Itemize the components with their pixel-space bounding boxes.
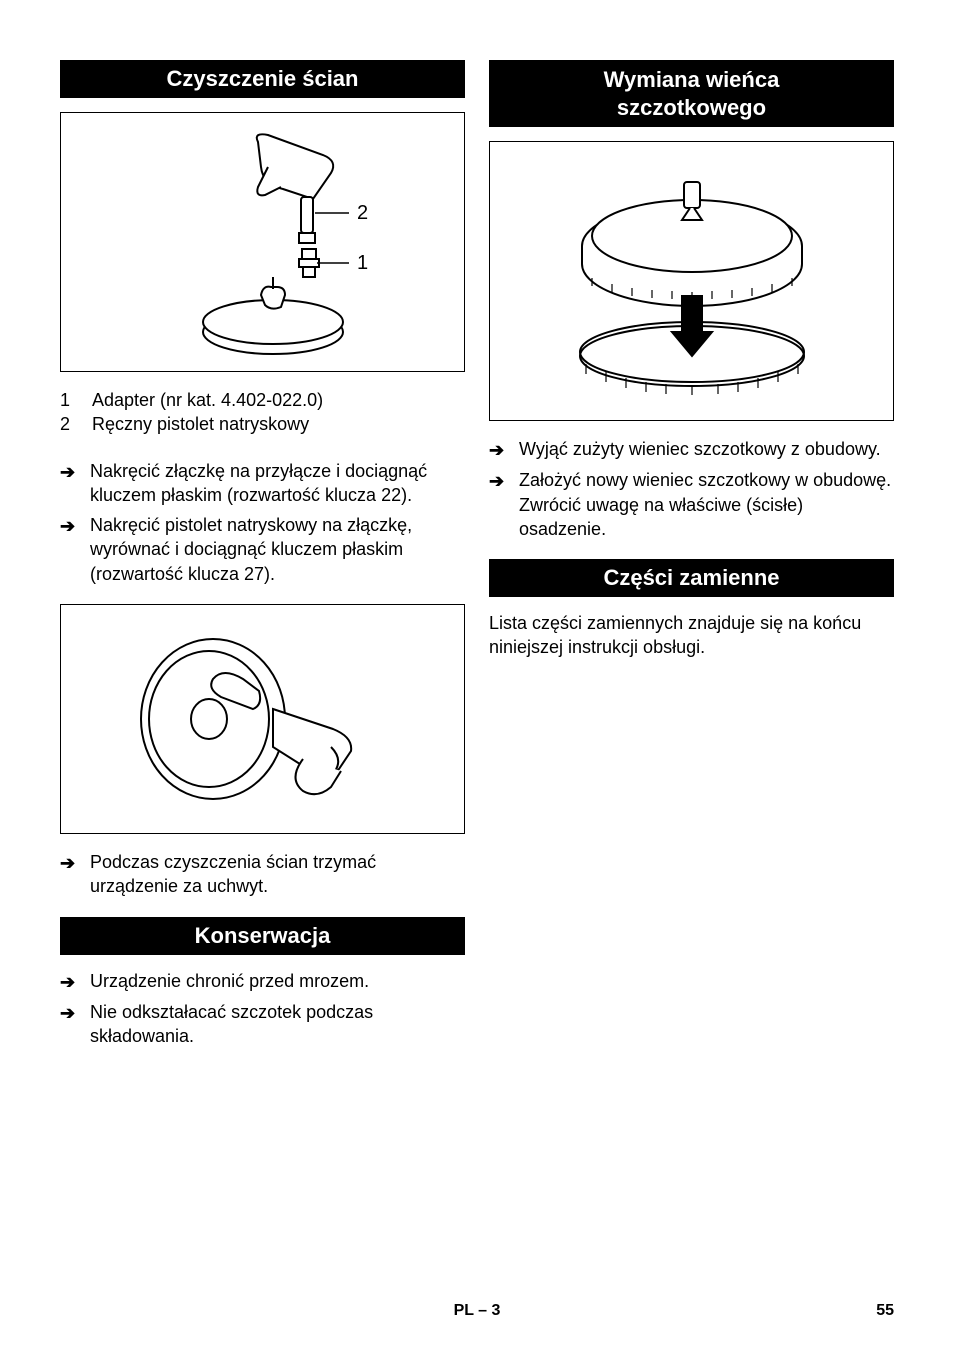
two-column-layout: Czyszczenie ścian 2 [60, 60, 894, 1067]
heading-spare-parts: Części zamienne [489, 559, 894, 597]
legend-text: Ręczny pistolet natryskowy [92, 412, 309, 436]
arrow-icon: ➔ [489, 468, 509, 541]
arrow-icon: ➔ [60, 1000, 80, 1049]
footer-lang-page: PL – 3 [454, 1302, 501, 1320]
callout-1: 1 [357, 252, 368, 274]
instruction-text: Nie odkształacać szczotek podczas składo… [90, 1000, 465, 1049]
legend-list: 1 Adapter (nr kat. 4.402-022.0) 2 Ręczny… [60, 388, 465, 437]
spare-parts-paragraph: Lista części zamiennych znajduje się na … [489, 611, 894, 660]
left-column: Czyszczenie ścian 2 [60, 60, 465, 1067]
instruction-item: ➔ Nie odkształacać szczotek podczas skła… [60, 1000, 465, 1049]
instruction-text: Urządzenie chronić przed mrozem. [90, 969, 369, 994]
figure-wall-cleaning [60, 604, 465, 834]
arrow-icon: ➔ [60, 459, 80, 508]
instruction-item: ➔ Wyjąć zużyty wieniec szczotkowy z obud… [489, 437, 894, 462]
diagram-brush-ring [532, 156, 852, 406]
instruction-text: Podczas czyszczenia ścian trzymać urządz… [90, 850, 465, 899]
legend-text: Adapter (nr kat. 4.402-022.0) [92, 388, 323, 412]
arrow-icon: ➔ [60, 850, 80, 899]
legend-item: 2 Ręczny pistolet natryskowy [60, 412, 465, 436]
instruction-list-3: ➔ Urządzenie chronić przed mrozem. ➔ Nie… [60, 969, 465, 1049]
legend-number: 2 [60, 412, 78, 436]
instruction-item: ➔ Nakręcić złączkę na przyłącze i dociąg… [60, 459, 465, 508]
instruction-text: Wyjąć zużyty wieniec szczotkowy z obudow… [519, 437, 881, 462]
figure-brush-ring [489, 141, 894, 421]
instruction-list-1: ➔ Nakręcić złączkę na przyłącze i dociąg… [60, 459, 465, 586]
legend-number: 1 [60, 388, 78, 412]
instruction-text: Nakręcić pistolet natryskowy na złączkę,… [90, 513, 465, 586]
figure-adapter-gun: 2 1 [60, 112, 465, 372]
diagram-adapter-gun: 2 1 [113, 127, 413, 357]
instruction-list-2: ➔ Podczas czyszczenia ścian trzymać urzą… [60, 850, 465, 899]
page-footer: PL – 3 55 [60, 1302, 894, 1320]
arrow-icon: ➔ [489, 437, 509, 462]
arrow-icon: ➔ [60, 513, 80, 586]
instruction-item: ➔ Urządzenie chronić przed mrozem. [60, 969, 465, 994]
diagram-wall-cleaning [103, 619, 423, 819]
instruction-item: ➔ Założyć nowy wieniec szczotkowy w obud… [489, 468, 894, 541]
heading-maintenance: Konserwacja [60, 917, 465, 955]
instruction-list-right-1: ➔ Wyjąć zużyty wieniec szczotkowy z obud… [489, 437, 894, 541]
heading-cleaning-walls: Czyszczenie ścian [60, 60, 465, 98]
arrow-icon: ➔ [60, 969, 80, 994]
heading-line-1: Wymiana wieńca [497, 66, 886, 94]
heading-line-2: szczotkowego [497, 94, 886, 122]
footer-page-number: 55 [876, 1302, 894, 1320]
legend-item: 1 Adapter (nr kat. 4.402-022.0) [60, 388, 465, 412]
instruction-text: Nakręcić złączkę na przyłącze i dociągną… [90, 459, 465, 508]
instruction-item: ➔ Podczas czyszczenia ścian trzymać urzą… [60, 850, 465, 899]
right-column: Wymiana wieńca szczotkowego [489, 60, 894, 1067]
callout-2: 2 [357, 202, 368, 224]
instruction-item: ➔ Nakręcić pistolet natryskowy na złączk… [60, 513, 465, 586]
heading-brush-ring-replace: Wymiana wieńca szczotkowego [489, 60, 894, 127]
instruction-text: Założyć nowy wieniec szczotkowy w obudow… [519, 468, 894, 541]
